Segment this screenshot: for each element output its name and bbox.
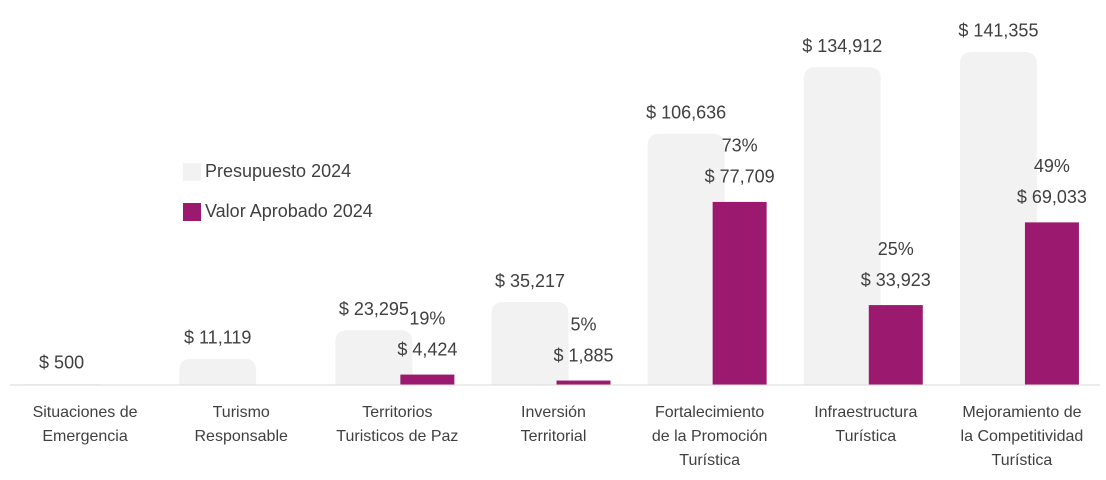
approved-bar	[1024, 222, 1079, 385]
percent-label: 5%	[570, 314, 596, 334]
budget-label: $ 35,217	[495, 271, 565, 291]
category-label: la Competitividad	[961, 428, 1084, 445]
legend-label: Presupuesto 2024	[205, 161, 351, 181]
approved-label: $ 4,424	[397, 339, 457, 359]
category-label: de la Promoción	[652, 428, 768, 445]
category-label: Turística	[992, 452, 1053, 469]
approved-bar	[868, 305, 923, 385]
budget-bar	[647, 133, 725, 385]
category-label: Turística	[679, 452, 740, 469]
category-label: Emergencia	[42, 428, 127, 445]
budget-bar	[179, 358, 257, 385]
category-label: Infraestructura	[814, 404, 917, 421]
category-label: Territorios	[362, 404, 432, 421]
approved-bar	[712, 201, 767, 385]
legend-label: Valor Aprobado 2024	[205, 201, 373, 221]
percent-label: 19%	[409, 308, 445, 328]
category-label: Turística	[835, 428, 896, 445]
budget-label: $ 500	[39, 353, 84, 373]
approved-label: $ 33,923	[861, 270, 931, 290]
approved-label: $ 69,033	[1017, 187, 1087, 207]
percent-label: 25%	[878, 239, 914, 259]
legend-swatch	[183, 163, 201, 181]
budget-label: $ 106,636	[646, 103, 726, 123]
category-label: Turisticos de Paz	[336, 428, 458, 445]
category-label: Situaciones de	[33, 404, 138, 421]
budget-bar	[803, 67, 881, 385]
category-label: Responsable	[195, 428, 289, 445]
approved-label: $ 1,885	[553, 345, 613, 365]
legend-swatch	[183, 203, 201, 221]
percent-label: 49%	[1034, 156, 1070, 176]
budget-label: $ 11,119	[184, 328, 251, 348]
budget-bar	[491, 302, 569, 385]
approved-bar	[400, 374, 455, 385]
percent-label: 73%	[722, 136, 758, 156]
budget-bar	[335, 330, 413, 385]
budget-label: $ 23,295	[339, 299, 409, 319]
approved-label: $ 77,709	[705, 167, 775, 187]
budget-label: $ 134,912	[802, 36, 882, 56]
category-label: Mejoramiento de	[962, 404, 1081, 421]
approved-bar	[556, 380, 611, 385]
category-label: Inversión	[521, 404, 586, 421]
category-label: Territorial	[521, 428, 587, 445]
category-label: Fortalecimiento	[655, 404, 764, 421]
category-label: Turismo	[213, 404, 270, 421]
budget-bar	[959, 51, 1037, 385]
budget-label: $ 141,355	[958, 21, 1038, 41]
